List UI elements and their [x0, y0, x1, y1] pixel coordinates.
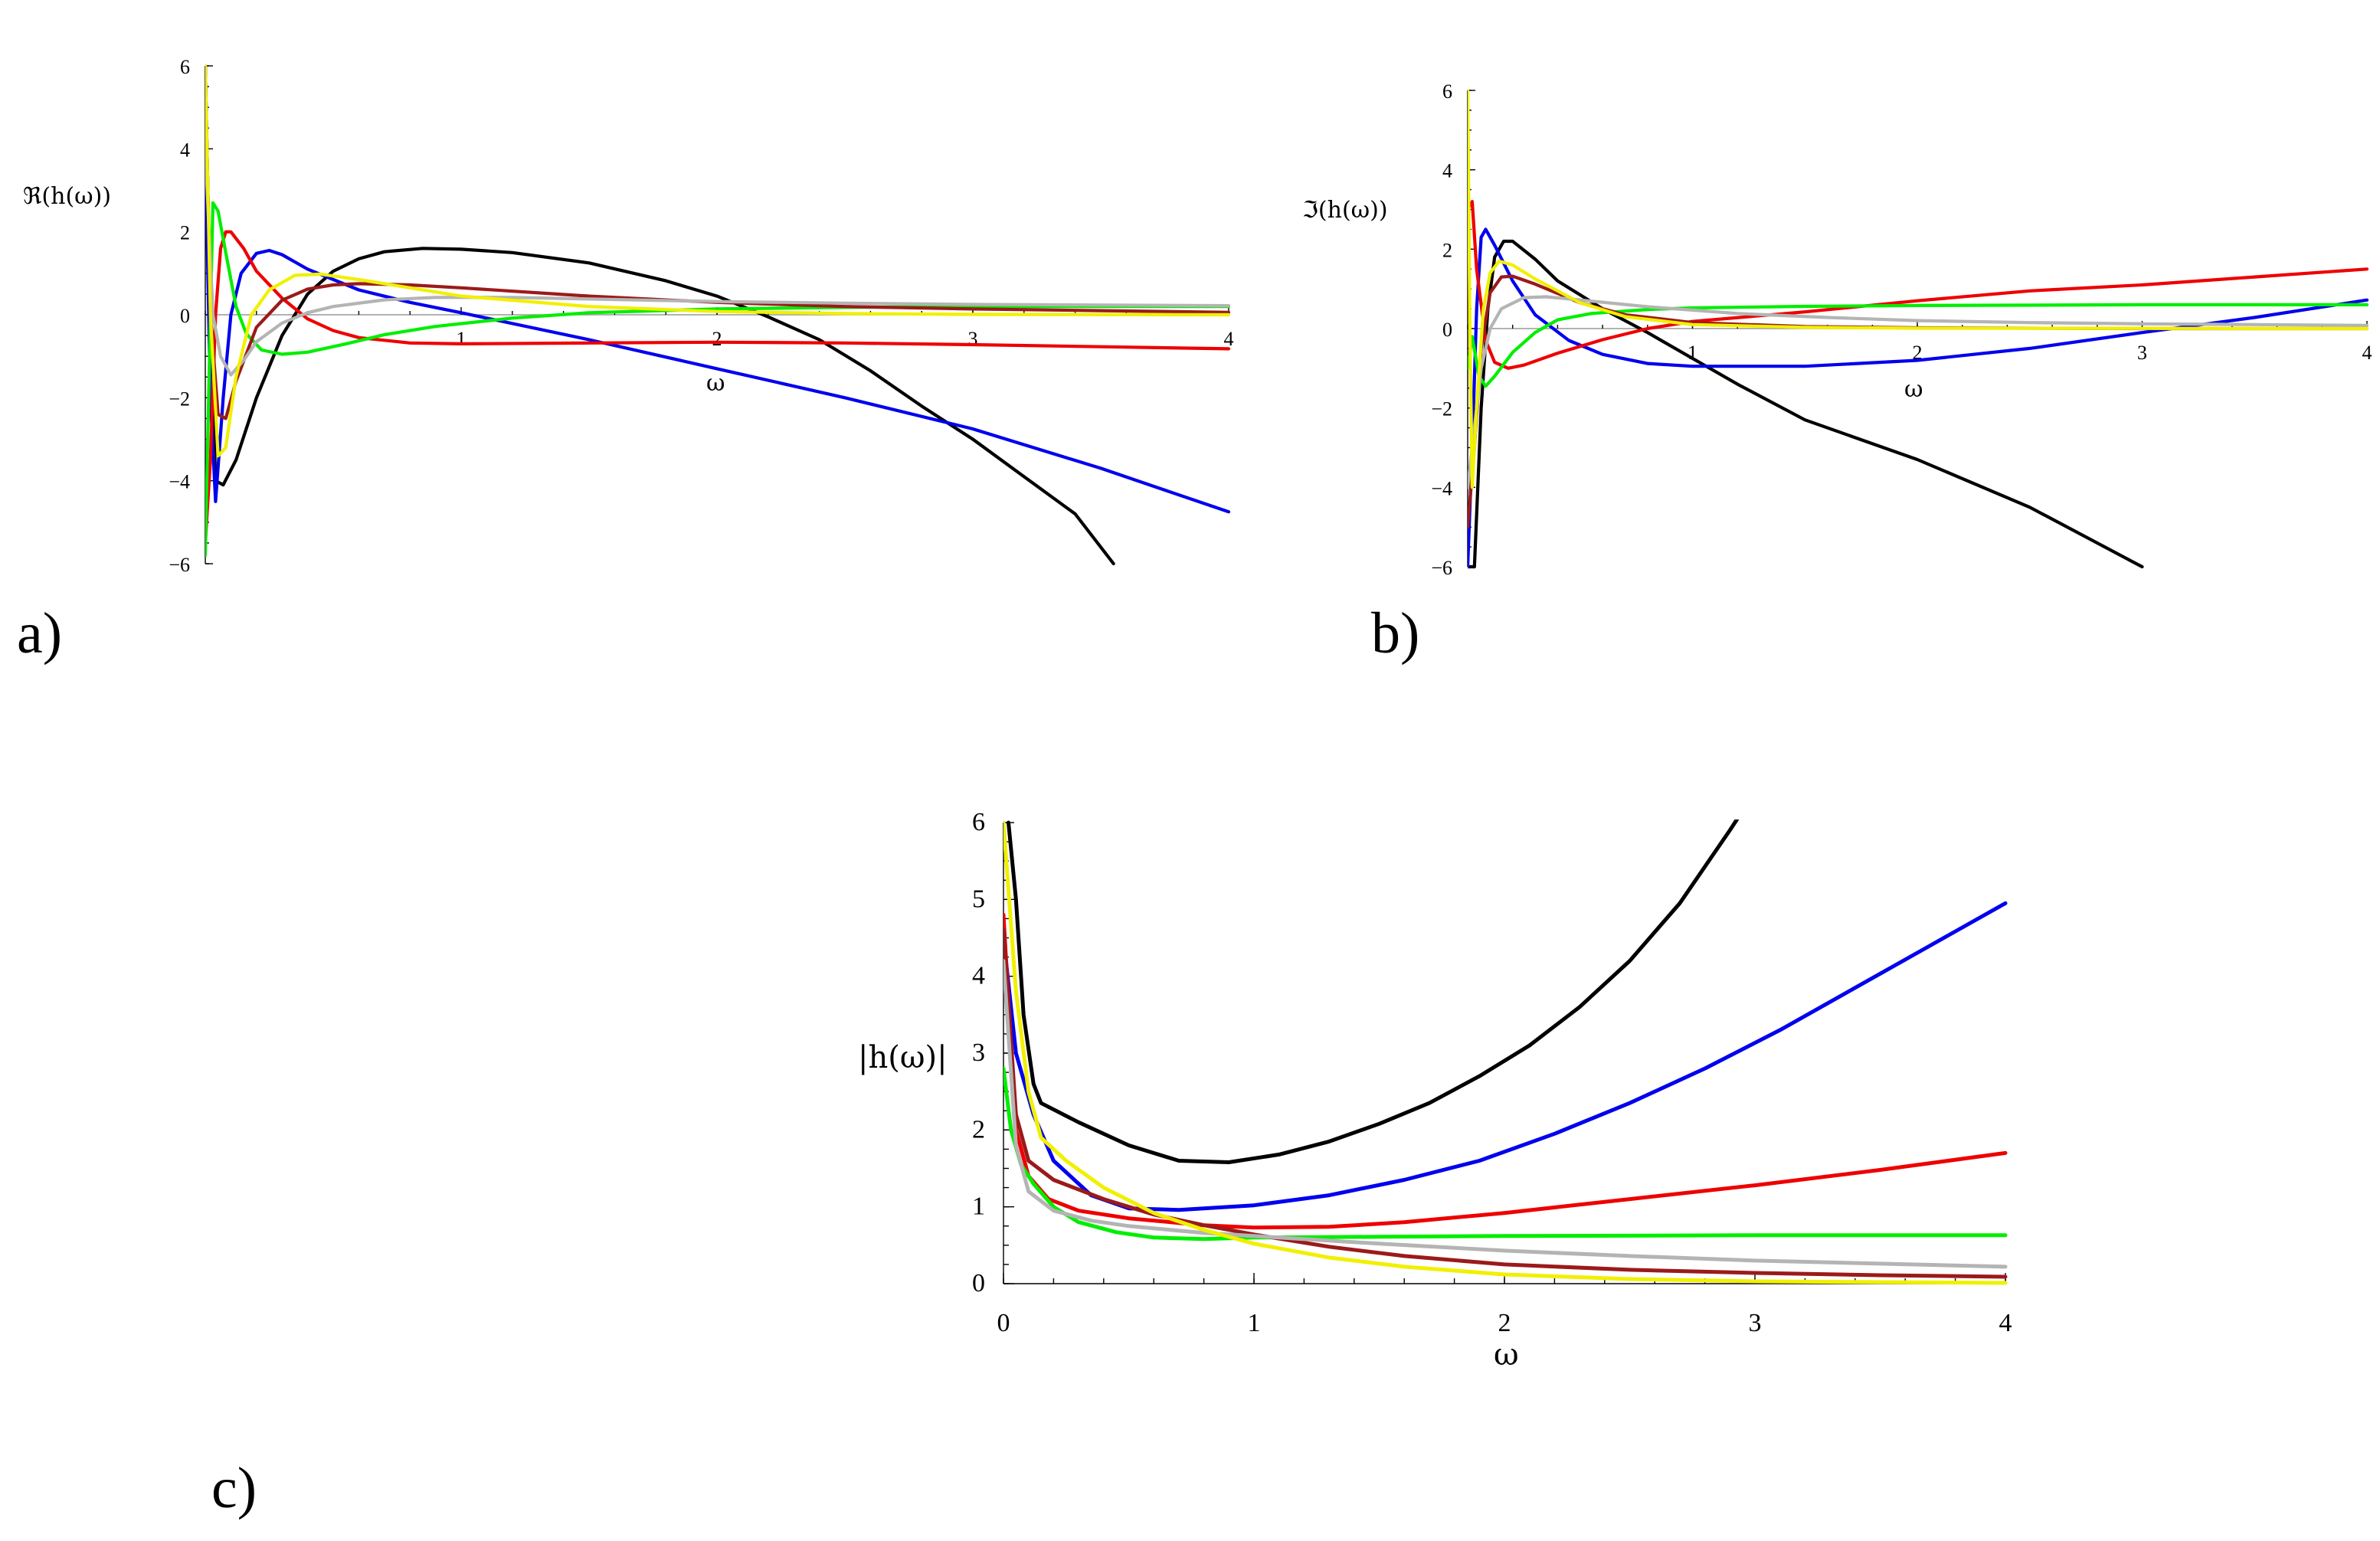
panel-c-y-tick-label: 5: [972, 885, 985, 913]
panel-c-x-tick-label: 2: [1498, 1309, 1511, 1337]
panel-c-y-tick-label: 1: [972, 1193, 985, 1221]
panel-c-series-black: [1007, 820, 1740, 1164]
panel-c-series-yellow: [1003, 820, 2008, 1285]
panel-c-series-red: [1003, 912, 2008, 1230]
panel-a-series-black: [205, 64, 1115, 566]
panel-b-curves: [1468, 88, 2369, 569]
panel-a-series-gray: [205, 147, 1231, 377]
panel-a-y-tick-label: 2: [180, 222, 190, 244]
panel-a-series-yellow: [205, 64, 1231, 458]
panel-a-y-ticks: 6 4 2 0 −2 −4 −6: [169, 56, 213, 576]
panel-c-chart: 0 1 2 3 4 5 6 0 1 2 3 4 |h(ω)| ω c): [211, 808, 2012, 1520]
panel-c-y-tick-label: 0: [972, 1269, 985, 1297]
panel-b-series-yellow: [1468, 88, 2369, 489]
panel-c-curves: [1003, 820, 2008, 1285]
panel-b-x-tick-label: 3: [2137, 342, 2147, 364]
panel-a-series-red: [205, 230, 1231, 545]
panel-a-x-tick-label: 3: [968, 328, 978, 350]
panel-c-series-blue: [1003, 901, 2008, 1212]
panel-b-y-tick-label: 0: [1442, 319, 1452, 341]
panel-a-series-brown: [205, 64, 1231, 420]
panel-c-y-tick-label: 2: [972, 1115, 985, 1143]
panel-c-y-tick-label: 6: [972, 808, 985, 836]
panel-a-y-tick-label: −2: [169, 388, 190, 410]
panel-a-chart: 6 4 2 0 −2 −4 −6 1 2 3 4 ℜ(h(ω)) ω a): [17, 56, 1234, 666]
panel-b-y-tick-label: −4: [1431, 477, 1452, 499]
panel-b-y-tick-label: 6: [1442, 80, 1452, 103]
panel-a-x-axis-label: ω: [706, 370, 725, 397]
panel-a-x-tick-label: 2: [712, 328, 722, 350]
panel-a-x-tick-label: 1: [457, 328, 467, 350]
panel-a-y-tick-label: −4: [169, 471, 190, 493]
panel-b-series-blue: [1468, 227, 2369, 569]
panel-c-series-brown: [1003, 928, 2008, 1279]
panel-a-series-blue: [205, 147, 1231, 514]
panel-a-x-tick-label: 4: [1224, 328, 1234, 350]
panel-c-x-axis-label: ω: [1494, 1337, 1519, 1373]
panel-b-x-tick-label: 4: [2362, 342, 2372, 364]
panel-c-x-tick-label: 0: [997, 1309, 1010, 1337]
panel-a-series-green: [205, 201, 1231, 558]
panel-a-y-tick-label: −6: [169, 554, 190, 576]
panel-b-y-tick-label: −2: [1431, 398, 1452, 420]
panel-c-y-tick-label: 4: [972, 962, 985, 990]
panel-c-y-axis-label: |h(ω)|: [858, 1040, 948, 1075]
panel-b-y-axis-label: ℑ(h(ω)): [1302, 197, 1388, 224]
panel-b-x-axis-label: ω: [1904, 376, 1923, 403]
panel-a-label: a): [17, 601, 62, 666]
panel-c-label: c): [211, 1456, 257, 1520]
panel-b-y-tick-label: −6: [1431, 557, 1452, 579]
panel-c-series-gray: [1003, 959, 2008, 1269]
panel-a-curves: [205, 64, 1231, 566]
panel-c-x-tick-label: 1: [1248, 1309, 1261, 1337]
panel-a-y-axis-label: ℜ(h(ω)): [23, 183, 111, 210]
panel-a-y-tick-label: 6: [180, 56, 190, 78]
panel-c-y-tick-label: 3: [972, 1039, 985, 1067]
panel-b-y-tick-label: 2: [1442, 239, 1452, 261]
panel-b-series-gray: [1468, 295, 2369, 489]
panel-a-y-tick-label: 0: [180, 305, 190, 327]
panel-c-x-tick-label: 3: [1749, 1309, 1762, 1337]
panel-b-label: b): [1371, 601, 1419, 666]
panel-a-y-tick-label: 4: [180, 139, 190, 161]
panel-b-y-tick-label: 4: [1442, 160, 1452, 182]
panel-c-x-tick-label: 4: [1999, 1309, 2012, 1337]
panel-b-x-tick-label: 2: [1913, 342, 1923, 364]
